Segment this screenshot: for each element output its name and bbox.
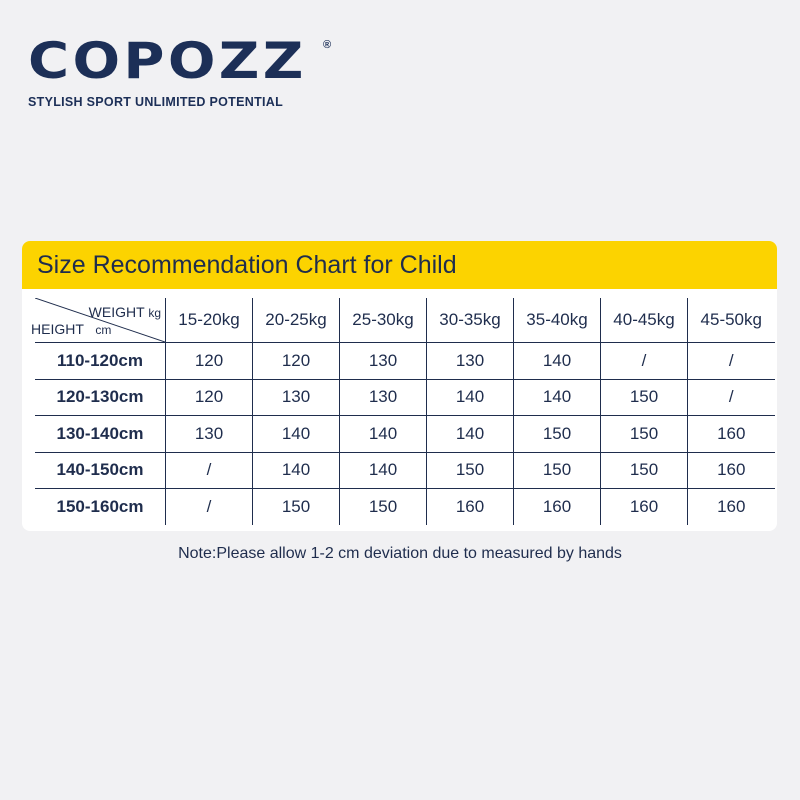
size-cell: 160 — [513, 488, 601, 525]
size-cell: 160 — [687, 451, 775, 489]
size-cell: 130 — [426, 342, 514, 380]
size-cell: / — [165, 488, 253, 525]
registered-mark: ® — [323, 39, 332, 51]
diagonal-divider — [35, 298, 165, 342]
size-cell: 140 — [339, 451, 427, 489]
size-cell: 120 — [165, 342, 253, 380]
row-header-height: 140-150cm — [35, 451, 166, 489]
column-header: 40-45kg — [600, 298, 688, 343]
size-cell: 160 — [600, 488, 688, 525]
column-header: 30-35kg — [426, 298, 514, 343]
size-chart-card: Size Recommendation Chart for Child WEIG… — [22, 241, 777, 531]
size-cell: 120 — [165, 378, 253, 416]
size-cell: 150 — [426, 451, 514, 489]
size-cell: 140 — [513, 342, 601, 380]
brand-logo: COPOZZ — [28, 32, 307, 90]
size-table: WEIGHT kg HEIGHT cm 15-20kg 20-25kg 25-30k… — [31, 298, 775, 525]
size-cell: 150 — [600, 378, 688, 416]
size-cell: 160 — [426, 488, 514, 525]
table-row: 110-120cm 120 120 130 130 140// — [35, 342, 775, 380]
size-cell: / — [165, 451, 253, 489]
size-cell: 140 — [252, 451, 340, 489]
table-row: 150-160cm/150 150 160 160 160 160 — [35, 488, 775, 525]
size-cell: 140 — [252, 415, 340, 453]
size-cell: 150 — [600, 451, 688, 489]
size-cell: 160 — [687, 415, 775, 453]
measurement-note: Note:Please allow 1-2 cm deviation due t… — [178, 545, 622, 562]
size-cell: 140 — [426, 378, 514, 416]
table-row: 130-140cm 130 140 140 140 150 150 160 — [35, 415, 775, 453]
chart-title: Size Recommendation Chart for Child — [22, 241, 777, 289]
size-cell: / — [687, 378, 775, 416]
size-cell: 140 — [426, 415, 514, 453]
column-header: 15-20kg — [165, 298, 253, 343]
size-cell: / — [600, 342, 688, 380]
weight-axis-label: WEIGHT kg — [88, 304, 161, 320]
column-header: 45-50kg — [687, 298, 775, 343]
brand-header: COPOZZ ® STYLISH SPORT UNLIMITED POTENTI… — [28, 36, 331, 109]
size-cell: 130 — [339, 378, 427, 416]
size-cell: / — [687, 342, 775, 380]
table-row: 120-130cm 120 130 130 140 140 150/ — [35, 378, 775, 416]
size-cell: 130 — [165, 415, 253, 453]
size-cell: 120 — [252, 342, 340, 380]
size-cell: 140 — [339, 415, 427, 453]
size-cell: 130 — [339, 342, 427, 380]
row-header-height: 110-120cm — [35, 342, 166, 380]
size-cell: 150 — [513, 415, 601, 453]
size-cell: 150 — [513, 451, 601, 489]
size-cell: 150 — [600, 415, 688, 453]
size-cell: 150 — [339, 488, 427, 525]
column-header: 20-25kg — [252, 298, 340, 343]
row-header-height: 130-140cm — [35, 415, 166, 453]
size-cell: 160 — [687, 488, 775, 525]
table-row: 140-150cm/140 140 150 150 150 160 — [35, 451, 775, 489]
row-header-height: 150-160cm — [35, 488, 166, 525]
column-header: 35-40kg — [513, 298, 601, 343]
row-header-height: 120-130cm — [35, 378, 166, 416]
size-cell: 150 — [252, 488, 340, 525]
corner-cell: WEIGHT kg HEIGHT cm — [31, 298, 166, 343]
brand-tagline: STYLISH SPORT UNLIMITED POTENTIAL — [28, 95, 284, 109]
size-cell: 140 — [513, 378, 601, 416]
table-header-row: WEIGHT kg HEIGHT cm 15-20kg 20-25kg 25-30k… — [31, 298, 775, 343]
height-axis-label: HEIGHT cm — [31, 321, 112, 337]
size-cell: 130 — [252, 378, 340, 416]
column-header: 25-30kg — [339, 298, 427, 343]
